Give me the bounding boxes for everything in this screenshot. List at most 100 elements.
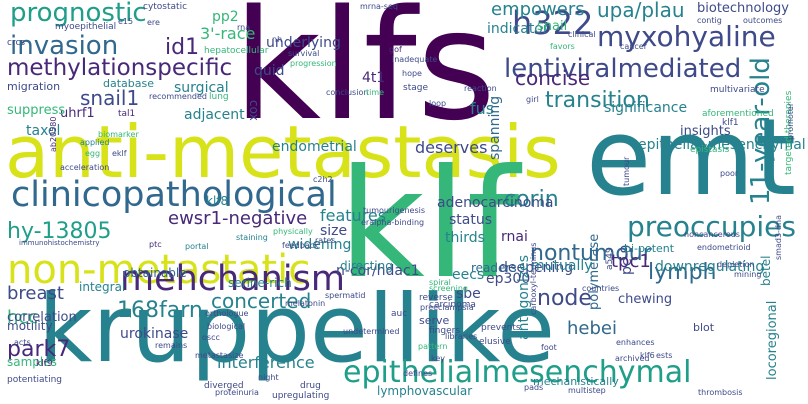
word-mrna-seq: mrna-seq — [360, 2, 398, 11]
word-immunohistochemistry: immunohistochemistry — [19, 239, 100, 247]
word-multivariate: multivariate — [710, 85, 765, 95]
word-h322: h322 — [512, 4, 594, 42]
word-deepening: deepening — [499, 260, 574, 276]
word-tumourigenesis: tumourigenesis — [363, 206, 426, 215]
word-indicator: indicator — [487, 21, 549, 37]
word-cancer: cancer — [620, 42, 647, 51]
word-significance: significance — [604, 100, 688, 116]
word-pads: pads — [524, 383, 544, 392]
word-preeclampsia: preeclampsia — [420, 303, 474, 312]
word-klf: klf — [338, 138, 520, 312]
word-chewing: chewing — [618, 292, 673, 307]
word-promoter: promoter — [786, 102, 795, 140]
word-feedback: feedback — [282, 241, 319, 250]
word-lung: lung — [209, 92, 229, 102]
word-poor: poor — [720, 169, 739, 178]
word-size: size — [320, 223, 348, 239]
word-defines: defines — [403, 369, 433, 378]
word-klf9: klf9 — [36, 359, 53, 369]
word-fus: fus — [470, 99, 495, 118]
word-inadequate: inadequate — [392, 55, 438, 64]
word-auc: auc — [391, 309, 408, 319]
word-contig: contig — [697, 16, 722, 25]
word-taxol: taxol — [26, 123, 61, 139]
word-rnai: rnai — [501, 229, 528, 245]
word-tumour: tumour — [622, 156, 631, 186]
word-a549: a549 — [605, 247, 615, 270]
word-status: status — [449, 212, 493, 228]
word-rates: rates — [315, 236, 336, 245]
word-adenocarcinoma: adenocarcinoma — [437, 195, 554, 211]
word-e15: e15 — [118, 17, 134, 26]
word-epithelial-mesenchymal: epithelial-mesenchymal — [638, 137, 806, 153]
word-snail1: snail1 — [80, 86, 140, 110]
word-elusive: elusive — [479, 337, 511, 347]
word-upa-plau: upa/plau — [597, 0, 685, 22]
word-countries: countries — [582, 284, 620, 293]
word-locoregional: locoregional — [765, 300, 780, 380]
word-klfs: klfs — [233, 0, 496, 154]
word-polymerase: polymerase — [587, 233, 602, 310]
word-enhances: enhances — [616, 338, 655, 347]
word-migration: migration — [7, 80, 61, 93]
word-favors: favors — [550, 42, 575, 51]
word-biomarker: biomarker — [98, 130, 139, 139]
word-downregulating: downregulating — [655, 259, 765, 275]
word-c2h2: c2h2 — [313, 175, 333, 184]
word-physically: physically — [273, 227, 313, 236]
word-4t1: 4t1 — [362, 70, 386, 86]
word-corin: corin — [504, 187, 559, 212]
word-klf8: klf8 — [206, 194, 229, 208]
word-myoepithelial: myoepithelial — [55, 22, 117, 32]
word-undetermined: undetermined — [343, 327, 400, 336]
word-night: night — [258, 373, 279, 382]
word-lymph: lymph — [648, 260, 717, 285]
word-klf1: klf1 — [722, 118, 739, 128]
word-diverged: diverged — [204, 381, 244, 391]
word-potentiating: potentiating — [7, 375, 62, 385]
word-transition: transition — [545, 88, 650, 113]
word-n-cor-hdac1: n-cor/hdac1 — [336, 263, 420, 279]
word-obtainable: obtainable — [123, 266, 187, 280]
word-rna: rna — [237, 23, 251, 32]
word-screening: screening — [429, 284, 468, 293]
word-gof: gof — [389, 45, 402, 54]
word-quid: quid — [254, 63, 285, 79]
word-emt: emt — [586, 96, 797, 219]
word-serve: serve — [419, 314, 450, 327]
word-breast: breast — [7, 283, 64, 304]
word-insights: insights — [680, 124, 731, 139]
word-urokinase: urokinase — [120, 326, 189, 342]
word-adjacent: adjacent — [184, 107, 245, 123]
word-readers: readers — [471, 261, 517, 275]
word-archived: archived — [615, 354, 650, 363]
word-survival: survival — [288, 49, 320, 58]
word-smad3-dna: smad3-dna — [774, 215, 783, 260]
word-integral: integral — [79, 280, 126, 294]
word-snail: snail — [537, 19, 568, 34]
word-prognostic: prognostic — [10, 0, 147, 28]
word-reaction: reaction — [464, 84, 497, 93]
word-mechanistically: mechanistically — [533, 375, 619, 388]
word-serine-rich: serine-rich — [228, 276, 292, 290]
word-ptc: ptc — [149, 240, 162, 249]
word-samples: samples — [7, 355, 57, 369]
word-ere: ere — [147, 18, 160, 27]
word-directing: directing — [340, 259, 393, 273]
word-168farn: 168farn — [117, 298, 203, 323]
word-ewsr1-negative: ewsr1-negative — [168, 208, 308, 229]
word-oscc: oscc — [202, 333, 220, 342]
word-klf6: klf6 — [640, 351, 655, 360]
word-pp2: pp2 — [212, 9, 239, 25]
word-non-metastatic: non-metastatic — [7, 247, 311, 293]
word-foot: foot — [541, 343, 557, 352]
word-widening: widening — [288, 237, 352, 253]
word-noncancerous: noncancerous — [684, 230, 740, 239]
word-deserves: deserves — [415, 138, 488, 157]
word-depletion: depletion — [717, 260, 755, 269]
word-bi-potent: bi-potent — [624, 242, 675, 255]
word-tal1: tal1 — [118, 109, 136, 119]
word-concise: concise — [515, 66, 591, 90]
word-hope: hope — [402, 69, 422, 78]
